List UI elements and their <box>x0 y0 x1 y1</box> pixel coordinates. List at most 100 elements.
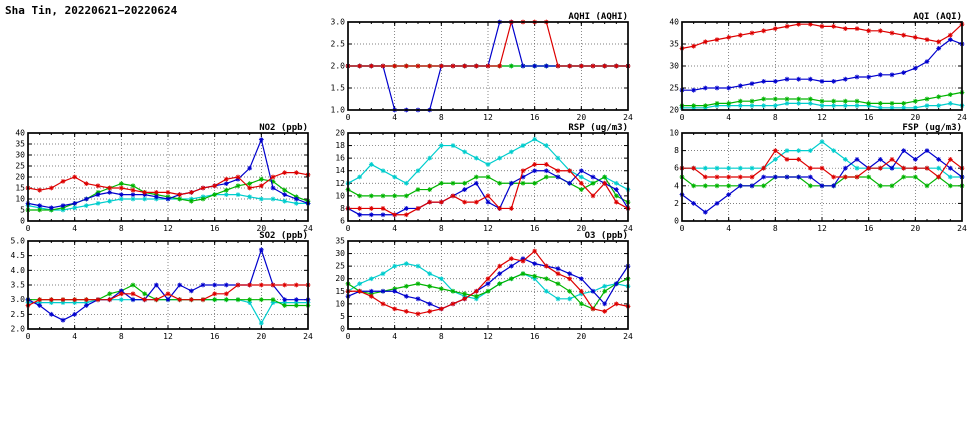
svg-text:30: 30 <box>15 151 25 160</box>
svg-text:12: 12 <box>483 332 493 341</box>
chart-svg-aqhi: 1.0 1.5 2.0 2.5 3.0 0 4 8 12 16 20 24 AQHI (AQHI) <box>331 12 633 122</box>
chart-svg-aqi: 20 25 30 35 40 0 4 8 12 16 20 24 AQI (AQI) <box>669 12 967 122</box>
svg-text:2.0: 2.0 <box>11 325 26 334</box>
svg-text:24: 24 <box>623 224 633 233</box>
chart-so2: 2.0 2.5 3.0 3.5 4.0 4.5 5.0 0 4 8 12 16 20 24 SO2 (ppb… <box>2 229 314 342</box>
chart-title-so2: SO2 (ppb) <box>259 231 308 241</box>
svg-text:35: 35 <box>669 40 679 49</box>
svg-text:14: 14 <box>335 166 345 175</box>
chart-rsp: 6 8 10 12 14 16 18 20 0 4 8 12 16 20 24 RSP (ug/m3) <box>322 121 634 234</box>
svg-text:5.0: 5.0 <box>11 237 26 246</box>
svg-text:2.5: 2.5 <box>331 40 346 49</box>
svg-text:0: 0 <box>680 113 685 122</box>
svg-text:16: 16 <box>335 154 345 163</box>
chart-aqi: 20 25 30 35 40 0 4 8 12 16 20 24 AQI (AQI) <box>656 10 968 123</box>
chart-title-aqhi: AQHI (AQHI) <box>568 12 628 22</box>
chart-aqhi: 1.0 1.5 2.0 2.5 3.0 0 4 8 12 16 20 24 AQHI (AQHI) <box>322 10 634 123</box>
svg-text:4: 4 <box>726 224 731 233</box>
svg-text:0: 0 <box>346 113 351 122</box>
svg-text:0: 0 <box>346 332 351 341</box>
svg-text:20: 20 <box>577 332 587 341</box>
svg-text:25: 25 <box>335 262 345 271</box>
svg-text:4.0: 4.0 <box>11 266 26 275</box>
svg-text:12: 12 <box>817 224 827 233</box>
chart-svg-rsp: 6 8 10 12 14 16 18 20 0 4 8 12 16 20 24 RSP (ug/m3) <box>335 123 633 233</box>
chart-svg-so2: 2.0 2.5 3.0 3.5 4.0 4.5 5.0 0 4 8 12 16 20 24 SO2 (ppb… <box>11 231 313 341</box>
svg-text:1.5: 1.5 <box>331 84 346 93</box>
chart-fsp: 0 2 4 6 8 10 0 4 8 12 16 20 24 FSP (ug/m3) <box>656 121 968 234</box>
svg-text:40: 40 <box>15 129 25 138</box>
svg-text:4.5: 4.5 <box>11 251 26 260</box>
svg-text:16: 16 <box>530 332 540 341</box>
svg-text:8: 8 <box>439 332 444 341</box>
svg-text:24: 24 <box>957 113 967 122</box>
svg-text:10: 10 <box>669 129 679 138</box>
svg-text:1.0: 1.0 <box>331 106 346 115</box>
svg-text:2.5: 2.5 <box>11 310 26 319</box>
svg-text:24: 24 <box>303 224 313 233</box>
svg-text:4: 4 <box>726 113 731 122</box>
svg-text:3.5: 3.5 <box>11 281 26 290</box>
svg-text:8: 8 <box>119 224 124 233</box>
svg-text:5: 5 <box>340 312 345 321</box>
svg-text:24: 24 <box>623 332 633 341</box>
svg-text:16: 16 <box>864 224 874 233</box>
svg-text:4: 4 <box>392 224 397 233</box>
svg-text:2: 2 <box>674 199 679 208</box>
page-title: Sha Tin, 20220621−20220624 <box>5 4 178 17</box>
svg-text:25: 25 <box>669 84 679 93</box>
chart-title-aqi: AQI (AQI) <box>913 12 962 22</box>
svg-text:0: 0 <box>346 224 351 233</box>
svg-text:12: 12 <box>163 224 173 233</box>
svg-text:35: 35 <box>335 237 345 246</box>
svg-text:16: 16 <box>530 224 540 233</box>
svg-text:0: 0 <box>20 217 25 226</box>
svg-text:0: 0 <box>674 217 679 226</box>
svg-text:20: 20 <box>257 224 267 233</box>
svg-text:16: 16 <box>210 224 220 233</box>
chart-o3: 0 5 10 15 20 25 30 35 0 4 8 12 16 20 24 O3 (ppb) <box>322 229 634 342</box>
svg-text:12: 12 <box>483 224 493 233</box>
svg-text:20: 20 <box>15 173 25 182</box>
svg-text:12: 12 <box>817 113 827 122</box>
svg-text:16: 16 <box>530 113 540 122</box>
chart-title-no2: NO2 (ppb) <box>259 123 308 133</box>
svg-text:4: 4 <box>674 181 679 190</box>
chart-title-rsp: RSP (ug/m3) <box>568 123 628 133</box>
svg-text:20: 20 <box>335 274 345 283</box>
svg-text:15: 15 <box>335 287 345 296</box>
svg-text:15: 15 <box>15 184 25 193</box>
svg-text:40: 40 <box>669 18 679 27</box>
svg-text:8: 8 <box>439 113 444 122</box>
svg-text:24: 24 <box>303 332 313 341</box>
chart-title-o3: O3 (ppb) <box>585 231 628 241</box>
svg-text:24: 24 <box>623 113 633 122</box>
svg-text:0: 0 <box>340 325 345 334</box>
svg-text:12: 12 <box>163 332 173 341</box>
svg-text:12: 12 <box>335 179 345 188</box>
svg-text:6: 6 <box>674 164 679 173</box>
svg-text:8: 8 <box>773 113 778 122</box>
svg-text:20: 20 <box>335 129 345 138</box>
svg-text:6: 6 <box>340 217 345 226</box>
svg-text:20: 20 <box>911 113 921 122</box>
svg-text:20: 20 <box>257 332 267 341</box>
svg-text:20: 20 <box>669 106 679 115</box>
svg-text:8: 8 <box>773 224 778 233</box>
svg-text:30: 30 <box>669 62 679 71</box>
svg-text:0: 0 <box>680 224 685 233</box>
svg-text:18: 18 <box>335 141 345 150</box>
svg-text:20: 20 <box>577 113 587 122</box>
svg-text:20: 20 <box>577 224 587 233</box>
svg-text:10: 10 <box>335 191 345 200</box>
svg-text:10: 10 <box>15 195 25 204</box>
svg-text:4: 4 <box>72 224 77 233</box>
svg-text:20: 20 <box>911 224 921 233</box>
svg-text:12: 12 <box>483 113 493 122</box>
svg-text:8: 8 <box>340 204 345 213</box>
chart-title-fsp: FSP (ug/m3) <box>902 123 962 133</box>
svg-text:8: 8 <box>439 224 444 233</box>
